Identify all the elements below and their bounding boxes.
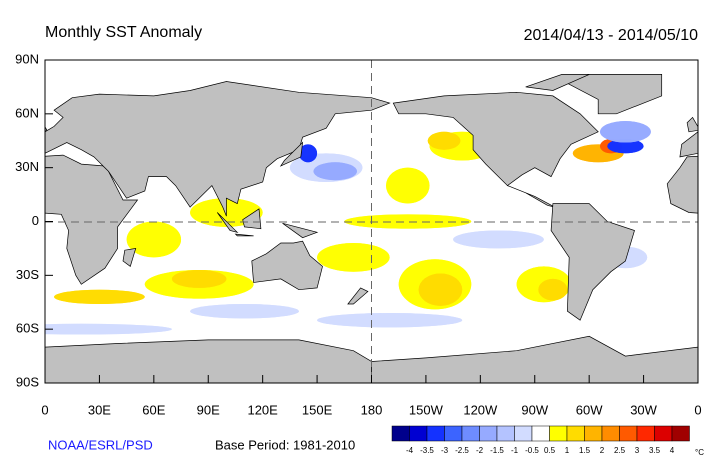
landmass bbox=[371, 335, 698, 383]
anomaly-patch bbox=[607, 138, 644, 154]
colorbar-label: 1 bbox=[565, 446, 570, 455]
lon-label: 120W bbox=[463, 402, 498, 417]
colorbar-swatch bbox=[531, 425, 550, 442]
colorbar-label: -2.5 bbox=[455, 446, 469, 455]
lon-label: 60E bbox=[142, 402, 165, 417]
landmass bbox=[242, 208, 262, 230]
lon-label: 30E bbox=[88, 402, 111, 417]
colorbar-swatch bbox=[566, 425, 585, 442]
colorbar-swatch bbox=[514, 425, 533, 442]
lon-label: 90E bbox=[197, 402, 220, 417]
anomaly-patch bbox=[54, 289, 145, 305]
anomaly-patch bbox=[538, 278, 568, 301]
colorbar-unit: °C bbox=[695, 448, 704, 457]
landmass bbox=[686, 116, 698, 133]
landmass bbox=[347, 287, 369, 305]
lat-label: 60N bbox=[15, 105, 39, 120]
lon-label: 30W bbox=[630, 402, 657, 417]
lat-label: 30N bbox=[15, 159, 39, 174]
landmass bbox=[0, 74, 9, 113]
landmass bbox=[392, 91, 599, 208]
landmass bbox=[566, 74, 663, 115]
anomaly-patch bbox=[298, 144, 318, 163]
anomaly-patch bbox=[344, 214, 472, 229]
colorbar-label: 0.5 bbox=[544, 446, 556, 455]
landmass bbox=[45, 154, 139, 285]
colorbar-swatch bbox=[636, 425, 655, 442]
landmass bbox=[45, 81, 391, 217]
colorbar-label: 2 bbox=[600, 446, 605, 455]
title: Monthly SST Anomaly bbox=[45, 24, 202, 41]
colorbar-label: -3.5 bbox=[420, 446, 434, 455]
lon-label: 0 bbox=[41, 402, 48, 417]
landmass bbox=[282, 222, 319, 239]
anomaly-patch bbox=[600, 121, 651, 143]
lon-label: 150W bbox=[409, 402, 444, 417]
colorbar-swatch bbox=[409, 425, 428, 442]
landmass bbox=[525, 74, 590, 91]
colorbar-swatch bbox=[654, 425, 673, 442]
lon-label: 150E bbox=[302, 402, 333, 417]
lat-label: 90S bbox=[16, 374, 39, 389]
anomaly-patch bbox=[317, 243, 390, 272]
anomaly-patch bbox=[190, 304, 299, 319]
colorbar-label: 3.5 bbox=[649, 446, 661, 455]
anomaly-patch bbox=[317, 313, 463, 328]
anomaly-patch bbox=[45, 323, 172, 335]
colorbar-swatch bbox=[426, 425, 445, 442]
colorbar-swatch bbox=[496, 425, 515, 442]
lat-label: 30S bbox=[16, 267, 39, 282]
base-period: Base Period: 1981-2010 bbox=[215, 437, 355, 452]
landmass bbox=[550, 203, 635, 321]
lat-label: 0 bbox=[32, 213, 39, 228]
colorbar-swatch bbox=[601, 425, 620, 442]
land bbox=[0, 74, 698, 383]
colorbar: -4 -3.5 -3 -2.5 -2 -1.5 -1 -0.5 0.5 1 1.5 2 2.5 3 3.5 4… bbox=[391, 425, 704, 457]
landmass bbox=[666, 155, 698, 214]
colorbar-swatch bbox=[391, 425, 410, 442]
colorbar-label: -1 bbox=[511, 446, 519, 455]
lat-label: 90N bbox=[15, 51, 39, 66]
anomaly-patch bbox=[427, 131, 461, 150]
landmass bbox=[279, 141, 304, 167]
colorbar-swatch bbox=[444, 425, 463, 442]
colorbar-swatch bbox=[461, 425, 480, 442]
colorbar-swatch bbox=[479, 425, 498, 442]
credit: NOAA/ESRL/PSD bbox=[48, 437, 153, 452]
anomaly-patch bbox=[313, 162, 357, 181]
lat-label: 60S bbox=[16, 321, 39, 336]
lon-label: 90W bbox=[521, 402, 548, 417]
colorbar-label: 1.5 bbox=[579, 446, 591, 455]
colorbar-label: 3 bbox=[635, 446, 640, 455]
anomaly-patch bbox=[453, 230, 544, 249]
colorbar-swatch bbox=[671, 425, 690, 442]
colorbar-label: 2.5 bbox=[614, 446, 626, 455]
anomaly-patch bbox=[386, 167, 430, 204]
landmass bbox=[234, 233, 254, 237]
lon-label: 180 bbox=[361, 402, 383, 417]
lon-label: 60W bbox=[576, 402, 603, 417]
colorbar-label: -4 bbox=[406, 446, 414, 455]
landmass bbox=[251, 240, 323, 291]
colorbar-label: 4 bbox=[670, 446, 675, 455]
colorbar-swatch bbox=[549, 425, 568, 442]
landmass bbox=[122, 247, 137, 267]
colorbar-swatch bbox=[619, 425, 638, 442]
colorbar-label: -3 bbox=[441, 446, 449, 455]
lon-label: 0 bbox=[694, 402, 701, 417]
anomaly-patch bbox=[418, 273, 463, 306]
anomaly-patch bbox=[126, 221, 182, 258]
anomaly-patch bbox=[171, 269, 227, 288]
lon-label: 120E bbox=[247, 402, 278, 417]
colorbar-label: -0.5 bbox=[525, 446, 539, 455]
landmass bbox=[679, 131, 698, 158]
colorbar-label: -2 bbox=[476, 446, 484, 455]
colorbar-label: -1.5 bbox=[490, 446, 504, 455]
colorbar-swatch bbox=[584, 425, 603, 442]
date-range: 2014/04/13 - 2014/05/10 bbox=[524, 27, 698, 44]
